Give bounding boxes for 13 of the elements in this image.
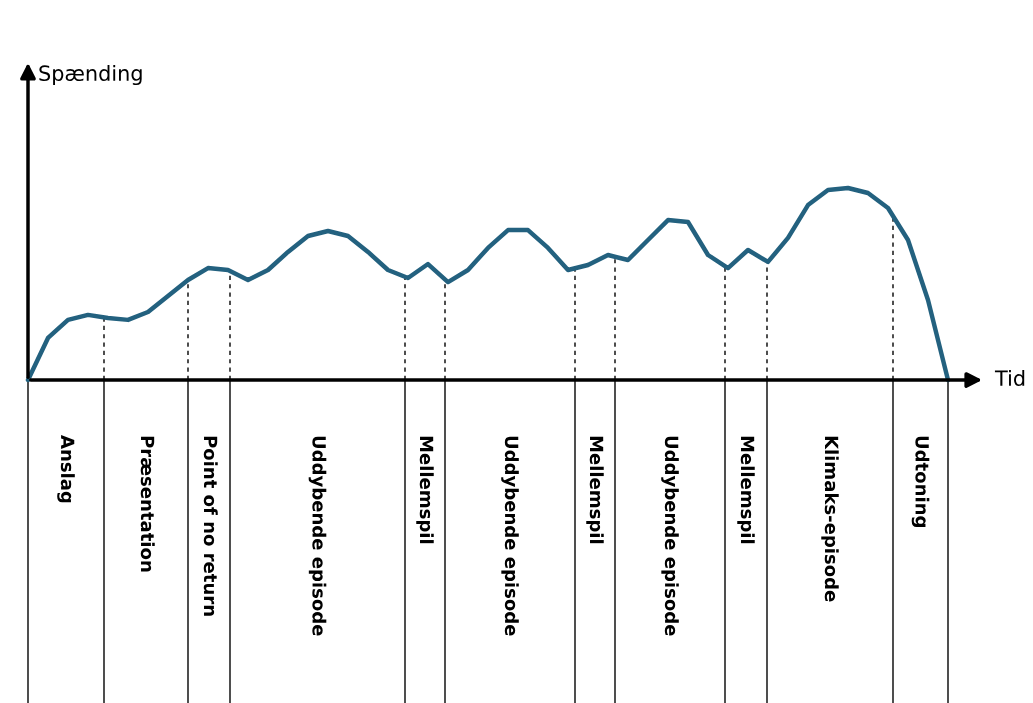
text: Point of no return [203, 436, 218, 616]
text: Uddybende episode [661, 436, 679, 636]
x-axis-title: Tid [994, 369, 1025, 387]
text: Mellemspil [737, 436, 755, 544]
text: Præsentation [140, 436, 155, 572]
text: Klimaks-episode [821, 436, 839, 602]
text: Mellemspil [416, 436, 434, 544]
text: Mellemspil [586, 436, 604, 544]
text: Uddybende episode [308, 436, 327, 636]
y-axis-title: Spænding [39, 64, 142, 86]
text: Udtoning [911, 436, 930, 527]
text: Anslag [57, 435, 75, 503]
text: Uddybende episode [501, 436, 519, 636]
